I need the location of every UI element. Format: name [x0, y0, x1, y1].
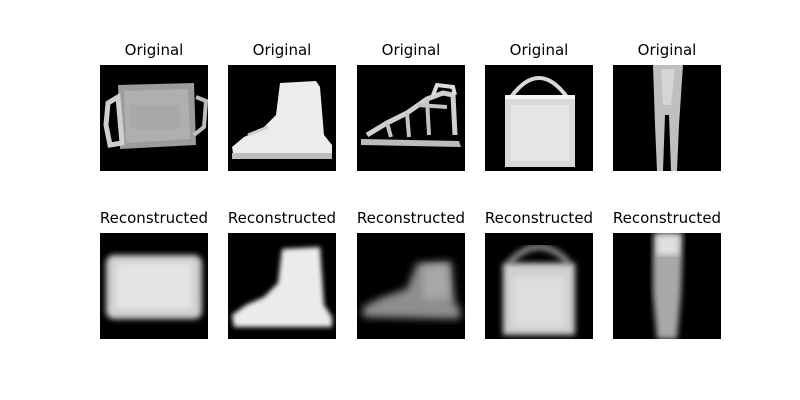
- trouser-icon: [613, 65, 721, 171]
- reconstructed-image-trouser-5: [613, 233, 721, 339]
- reconstructed-title-2: Reconstructed: [227, 209, 337, 227]
- reconstructed-title-5: Reconstructed: [612, 209, 722, 227]
- original-image-bag-1: [100, 65, 208, 171]
- original-title-2: Original: [252, 41, 312, 59]
- original-title-5: Original: [637, 41, 697, 59]
- reconstructed-title-1: Reconstructed: [99, 209, 209, 227]
- bag-icon: [485, 233, 593, 339]
- original-image-trouser-5: [613, 65, 721, 171]
- reconstructed-title-3: Reconstructed: [356, 209, 466, 227]
- original-title-1: Original: [124, 41, 184, 59]
- ankle-boot-icon: [228, 65, 336, 171]
- trouser-icon: [613, 233, 721, 339]
- original-title-4: Original: [509, 41, 569, 59]
- original-title-3: Original: [381, 41, 441, 59]
- reconstructed-title-4: Reconstructed: [484, 209, 594, 227]
- original-image-bag-4: [485, 65, 593, 171]
- ankle-boot-icon: [228, 233, 336, 339]
- reconstructed-image-bag-1: [100, 233, 208, 339]
- reconstructed-image-boot-3: [357, 233, 465, 339]
- original-image-sandal-3: [357, 65, 465, 171]
- bag-icon: [100, 65, 208, 171]
- ankle-boot-icon: [357, 233, 465, 339]
- bag-icon: [485, 65, 593, 171]
- bag-icon: [100, 233, 208, 339]
- original-image-boot-2: [228, 65, 336, 171]
- reconstructed-image-boot-2: [228, 233, 336, 339]
- sandal-icon: [357, 65, 465, 171]
- reconstructed-image-bag-4: [485, 233, 593, 339]
